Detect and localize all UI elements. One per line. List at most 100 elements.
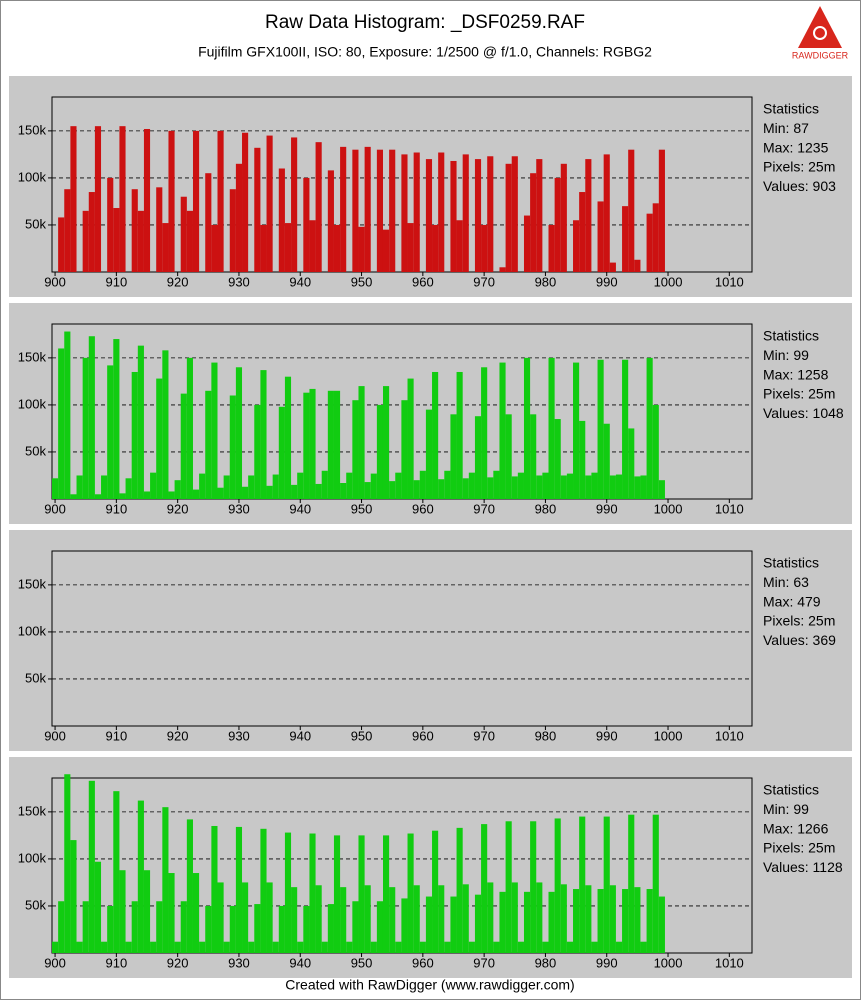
bar: [401, 898, 408, 953]
bar: [94, 861, 102, 953]
bar: [346, 472, 353, 499]
bar: [291, 887, 298, 953]
x-tick-label: 950: [351, 955, 373, 970]
bar: [401, 154, 408, 272]
bar: [407, 223, 414, 272]
bar: [487, 156, 494, 272]
bar: [88, 192, 95, 272]
bar: [143, 491, 151, 499]
bar: [609, 885, 616, 953]
bar: [407, 833, 414, 953]
bar: [536, 882, 543, 953]
bar: [450, 896, 457, 953]
bar: [131, 901, 138, 953]
bar: [376, 149, 383, 272]
bar: [382, 835, 390, 953]
bar: [401, 400, 408, 499]
stat-text: Pixels: 25m: [763, 159, 835, 175]
x-tick-label: 980: [535, 274, 557, 289]
bar: [652, 404, 659, 499]
x-tick-label: 930: [228, 728, 250, 743]
bar: [199, 473, 206, 499]
bar: [628, 428, 635, 499]
bar: [456, 827, 463, 953]
bar: [156, 187, 163, 272]
bar: [438, 885, 445, 953]
bar: [309, 220, 316, 272]
bar: [358, 835, 365, 953]
x-tick-label: 960: [412, 274, 434, 289]
bar: [615, 474, 623, 499]
bar: [309, 388, 316, 499]
bar: [603, 816, 610, 953]
stat-text: Max: 479: [763, 593, 821, 609]
bar: [229, 905, 236, 953]
bar: [101, 941, 108, 953]
bar: [609, 475, 616, 499]
x-tick-label: 920: [167, 501, 189, 516]
y-tick-label: 100k: [18, 169, 47, 184]
bar: [333, 390, 341, 499]
bar: [389, 149, 396, 272]
bar: [487, 477, 494, 499]
bar: [530, 173, 537, 272]
bar: [131, 189, 138, 272]
bar: [493, 941, 500, 953]
y-tick-label: 50k: [25, 670, 46, 685]
bar: [278, 406, 285, 499]
bar: [432, 224, 439, 272]
bar: [186, 357, 193, 499]
bar: [628, 149, 635, 272]
bar: [223, 475, 230, 499]
footer: Created with RawDigger (www.rawdigger.co…: [285, 977, 574, 993]
bar: [438, 479, 445, 499]
x-tick-label: 970: [473, 501, 495, 516]
bar: [143, 870, 151, 953]
bar: [566, 941, 574, 953]
bar: [615, 941, 623, 953]
bar: [481, 367, 488, 499]
bar: [284, 832, 292, 953]
bar: [444, 941, 451, 953]
bar: [327, 170, 334, 272]
stat-text: Min: 99: [763, 801, 809, 817]
bar: [370, 473, 377, 499]
bar: [125, 478, 132, 499]
bar: [554, 419, 561, 499]
bar: [432, 371, 439, 499]
x-tick-label: 940: [289, 728, 311, 743]
bar: [137, 800, 144, 953]
bar: [168, 491, 175, 499]
bar: [113, 208, 120, 272]
stat-text: Values: 1048: [763, 405, 844, 421]
bar: [242, 132, 249, 272]
bar: [143, 128, 151, 272]
stat-text: Max: 1235: [763, 139, 829, 155]
bar: [309, 833, 316, 953]
bar: [585, 475, 592, 499]
bar: [272, 941, 279, 953]
bar: [640, 941, 647, 953]
bar: [266, 135, 273, 272]
bar: [573, 889, 580, 953]
x-tick-label: 900: [44, 955, 66, 970]
bar: [340, 483, 347, 499]
bar: [260, 828, 267, 953]
bar: [291, 137, 298, 272]
bar: [376, 404, 383, 499]
bar: [499, 362, 506, 499]
bar: [113, 791, 120, 953]
bar: [646, 889, 653, 953]
bar: [284, 376, 292, 499]
bar: [474, 894, 482, 953]
bar: [579, 420, 586, 499]
bar: [260, 370, 267, 499]
bar: [474, 416, 482, 499]
bar: [248, 941, 255, 953]
bar: [511, 476, 518, 499]
y-tick-label: 50k: [25, 216, 46, 231]
bar: [487, 882, 494, 953]
y-tick-label: 50k: [25, 443, 46, 458]
bar: [505, 821, 512, 953]
bar: [64, 774, 71, 953]
